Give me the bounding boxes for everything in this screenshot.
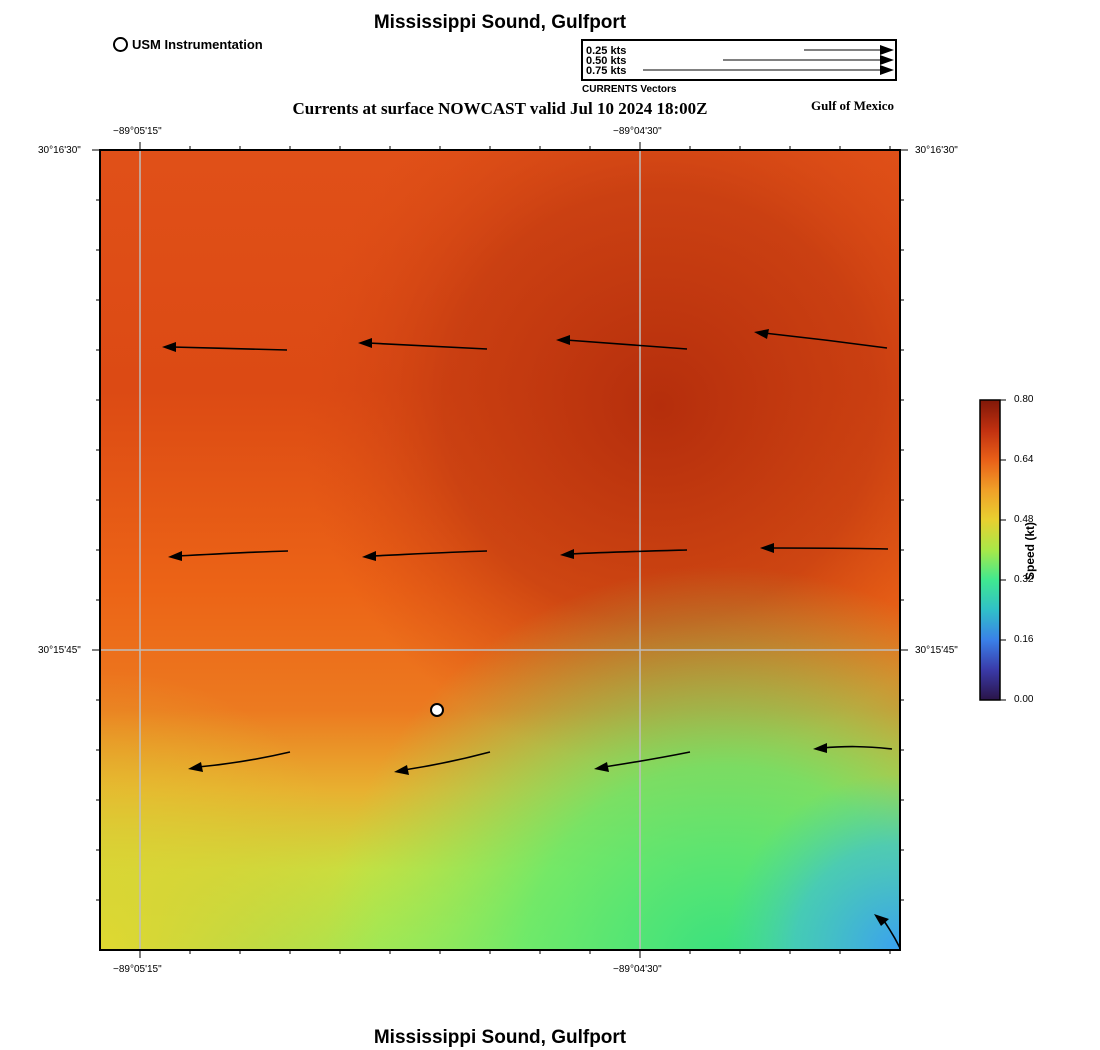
- station-legend-label: USM Instrumentation: [132, 37, 263, 52]
- vector-r1c1: [171, 346, 288, 351]
- vector-head-icon: [394, 765, 409, 775]
- lat-label-left-1: 30°16'30": [38, 145, 81, 156]
- vector-head-icon: [362, 551, 376, 561]
- vector-r2c3: [569, 549, 688, 555]
- colorbar-tick-064: 0.64: [1014, 454, 1034, 465]
- lat-label-right-1: 30°16'30": [915, 145, 958, 156]
- legend-arrow-075-head-icon: [880, 65, 894, 75]
- lon-label-top-1: −89°05'15": [113, 126, 162, 137]
- vector-r3c3: [603, 751, 691, 768]
- vector-head-icon: [594, 762, 609, 772]
- vector-head-icon: [358, 338, 372, 348]
- map-footer-title: Mississippi Sound, Gulfport: [373, 1027, 627, 1048]
- usm-station-marker-icon: [430, 703, 444, 717]
- lon-label-bottom-2: −89°04'30": [613, 964, 662, 975]
- vector-r2c1: [177, 550, 289, 557]
- lat-label-left-2: 30°15'45": [38, 645, 81, 656]
- vector-legend-label-050: 0.50 kts: [586, 55, 627, 67]
- vector-r2c4: [763, 332, 888, 349]
- vector-r3c4: [821, 745, 893, 750]
- colorbar-ticks: [1000, 399, 1006, 701]
- colorbar: [979, 399, 1001, 701]
- lat-label-right-2: 30°15'45": [915, 645, 958, 656]
- colorbar-tick-032: 0.32: [1014, 574, 1034, 585]
- graticule: [100, 150, 900, 950]
- colorbar-title: Speed (kt): [1023, 522, 1037, 581]
- vector-legend-label-075: 0.75 kts: [586, 65, 627, 77]
- vector-head-icon: [754, 329, 769, 339]
- vector-r3c2: [403, 751, 491, 771]
- vector-r2c2: [371, 550, 488, 557]
- station-legend: USM Instrumentation: [113, 37, 263, 52]
- lon-label-bottom-1: −89°05'15": [113, 964, 162, 975]
- vector-legend-arrows: [643, 45, 894, 75]
- map-title: Mississippi Sound, Gulfport: [373, 12, 627, 33]
- vector-legend-caption: CURRENTS Vectors: [582, 84, 677, 95]
- vector-head-icon: [162, 342, 176, 352]
- legend-arrow-050-head-icon: [880, 55, 894, 65]
- vector-r1c3: [565, 339, 688, 350]
- colorbar-tick-080: 0.80: [1014, 394, 1034, 405]
- colorbar-tick-000: 0.00: [1014, 694, 1034, 705]
- vector-head-icon: [874, 914, 889, 926]
- vector-r2c4b: [769, 547, 889, 550]
- legend-arrow-025-head-icon: [880, 45, 894, 55]
- vector-legend-label-025: 0.25 kts: [586, 45, 627, 57]
- vector-heads: [162, 329, 889, 926]
- vector-head-icon: [188, 762, 203, 772]
- map-subtitle: Currents at surface NOWCAST valid Jul 10…: [292, 99, 708, 118]
- vector-head-icon: [760, 543, 774, 553]
- speed-field: [100, 150, 900, 950]
- region-label: Gulf of Mexico: [811, 98, 895, 113]
- current-vectors: [171, 332, 901, 949]
- vector-head-icon: [168, 551, 182, 561]
- vector-legend-box: 0.25 kts 0.50 kts 0.75 kts: [581, 39, 897, 81]
- frame-ticks: [92, 142, 908, 958]
- station-marker-icon: [113, 37, 128, 52]
- colorbar-tick-016: 0.16: [1014, 634, 1034, 645]
- vector-head-icon: [813, 743, 827, 753]
- colorbar-tick-048: 0.48: [1014, 514, 1034, 525]
- lon-label-top-2: −89°04'30": [613, 126, 662, 137]
- vector-r1c2: [367, 342, 488, 350]
- vector-r3c1: [197, 751, 291, 768]
- vector-head-icon: [556, 335, 570, 345]
- vector-head-icon: [560, 549, 574, 559]
